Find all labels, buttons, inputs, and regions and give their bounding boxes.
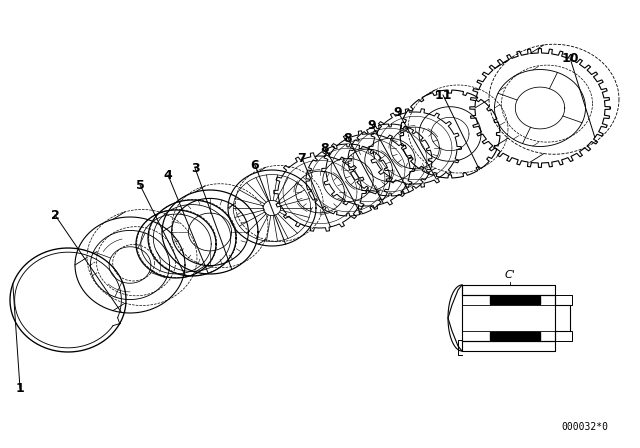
Text: 9: 9 (368, 119, 376, 132)
Text: 10: 10 (561, 52, 579, 65)
Text: 4: 4 (164, 168, 172, 181)
Text: 6: 6 (251, 159, 259, 172)
Text: 000032*0: 000032*0 (561, 422, 608, 432)
Text: 2: 2 (51, 208, 60, 221)
Bar (490, 332, 540, 340)
Text: 8: 8 (344, 132, 352, 145)
Text: C': C' (504, 270, 515, 280)
Text: 3: 3 (191, 161, 199, 175)
Bar (490, 296, 540, 304)
Text: 1: 1 (15, 382, 24, 395)
Text: 8: 8 (321, 142, 330, 155)
Text: 7: 7 (298, 151, 307, 164)
Text: 9: 9 (394, 105, 403, 119)
Text: 11: 11 (435, 89, 452, 102)
Text: 5: 5 (136, 178, 145, 191)
